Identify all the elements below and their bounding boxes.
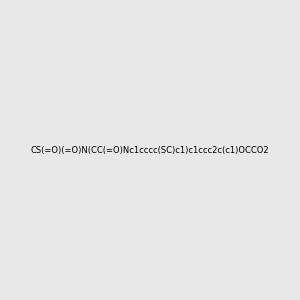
Text: CS(=O)(=O)N(CC(=O)Nc1cccc(SC)c1)c1ccc2c(c1)OCCO2: CS(=O)(=O)N(CC(=O)Nc1cccc(SC)c1)c1ccc2c(… bbox=[31, 146, 269, 154]
